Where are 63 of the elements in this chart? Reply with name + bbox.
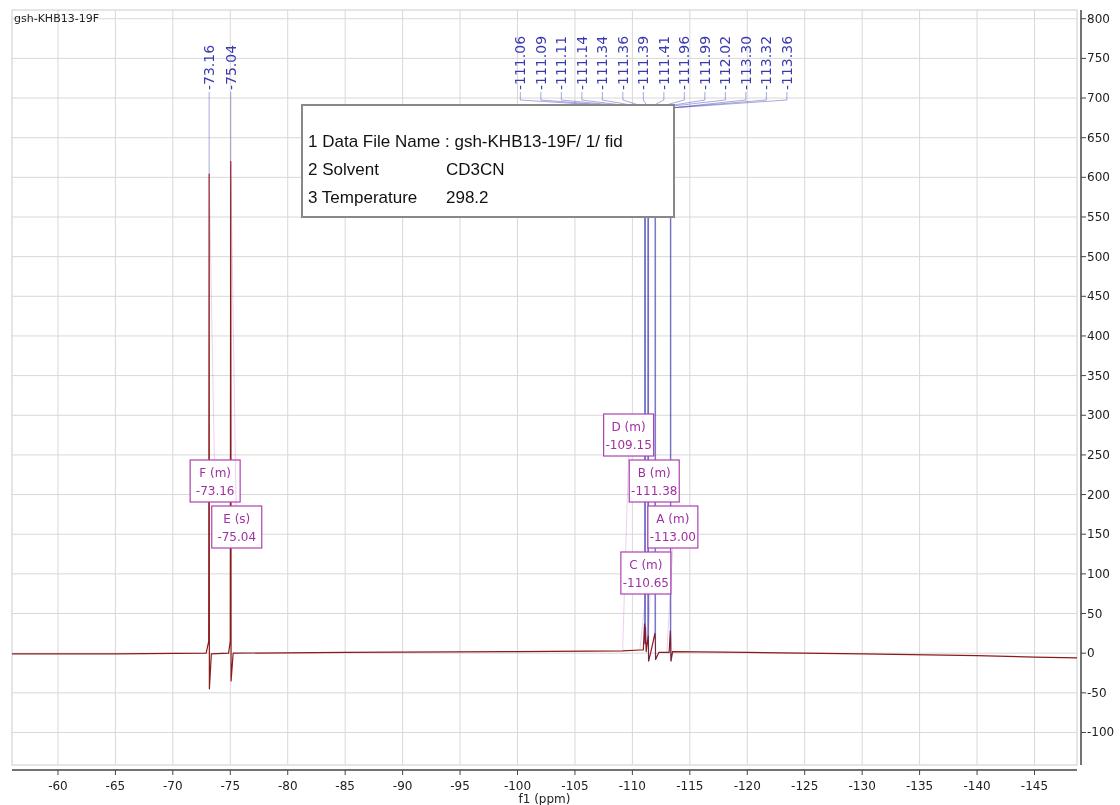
x-tick-label: -125: [791, 779, 819, 793]
annotation: A (m) -113.00: [649, 512, 697, 544]
y-tick-label: 650: [1087, 130, 1110, 145]
annotation: -113.30: [737, 35, 754, 90]
x-tick-label: -120: [733, 779, 761, 793]
x-tick-label: -80: [277, 779, 298, 793]
y-tick-label: 0: [1087, 646, 1095, 661]
annotation: -111.99: [696, 35, 713, 90]
x-axis-title: f1 (ppm): [518, 792, 571, 805]
annotation: B (m) -111.38: [631, 466, 678, 498]
x-tick-label: -85: [335, 779, 355, 793]
x-tick-label: -65: [105, 779, 126, 793]
annotation: -111.06: [512, 35, 529, 90]
x-tick-label: -145: [1020, 779, 1049, 793]
x-tick-label: -90: [392, 779, 413, 793]
y-tick-label: 800: [1087, 11, 1110, 26]
y-tick-label: -50: [1087, 685, 1107, 700]
y-tick-label: 200: [1087, 487, 1110, 502]
info-box: 1 Data File Name : gsh-KHB13-19F/ 1/ fid 2 Solvent CD3CN 3 Temperature 298.2: [301, 104, 675, 218]
annotation: -113.36: [778, 35, 795, 90]
annotation: F (m) -73.16: [195, 466, 235, 498]
x-tick-label: -135: [905, 779, 934, 793]
x-tick-label: -140: [963, 779, 991, 793]
x-tick-label: -110: [618, 779, 647, 793]
x-tick-label: -100: [503, 779, 532, 793]
y-tick-label: -100: [1087, 725, 1115, 740]
annotation: 1 Data File Name : gsh-KHB13-19F/ 1/ fid: [308, 132, 623, 151]
annotation: C (m) -110.65: [622, 558, 670, 590]
y-tick-label: 400: [1087, 328, 1110, 343]
y-tick-label: 300: [1087, 408, 1110, 423]
annotation: -112.02: [717, 35, 734, 90]
x-tick-label: -115: [676, 779, 704, 793]
y-tick-label: 450: [1087, 289, 1110, 304]
y-tick-label: 600: [1087, 170, 1110, 185]
annotation: -111.41: [655, 35, 672, 90]
y-tick-label: 550: [1087, 209, 1110, 224]
x-tick-label: -130: [848, 779, 876, 793]
y-tick-label: 100: [1087, 566, 1110, 581]
annotation: -75.04: [222, 44, 239, 90]
annotation: -111.39: [635, 35, 652, 90]
annotation: -111.09: [532, 35, 549, 90]
x-tick-label: -105: [561, 779, 589, 793]
x-tick-label: -95: [450, 779, 470, 793]
y-tick-label: 750: [1087, 51, 1110, 66]
annotation: -111.34: [594, 35, 611, 90]
y-tick-label: 700: [1087, 91, 1110, 106]
annotation: -111.14: [573, 35, 590, 90]
chart-title: gsh-KHB13-19F: [14, 12, 99, 25]
annotation: -113.32: [758, 35, 775, 90]
x-tick-label: -75: [220, 779, 241, 793]
y-tick-label: 150: [1087, 527, 1110, 542]
y-tick-label: 500: [1087, 249, 1110, 264]
annotation: E (s) -75.04: [217, 512, 257, 544]
annotation: -111.36: [614, 35, 631, 90]
y-tick-label: 250: [1087, 447, 1110, 462]
annotation: -111.96: [676, 35, 693, 90]
x-tick-label: -60: [48, 779, 68, 793]
annotation: D (m) -109.15: [605, 420, 652, 452]
y-tick-label: 50: [1087, 606, 1103, 621]
annotation: -111.11: [553, 35, 570, 90]
y-tick-label: 350: [1087, 368, 1110, 383]
annotation: -73.16: [201, 44, 218, 90]
x-tick-label: -70: [163, 779, 183, 793]
